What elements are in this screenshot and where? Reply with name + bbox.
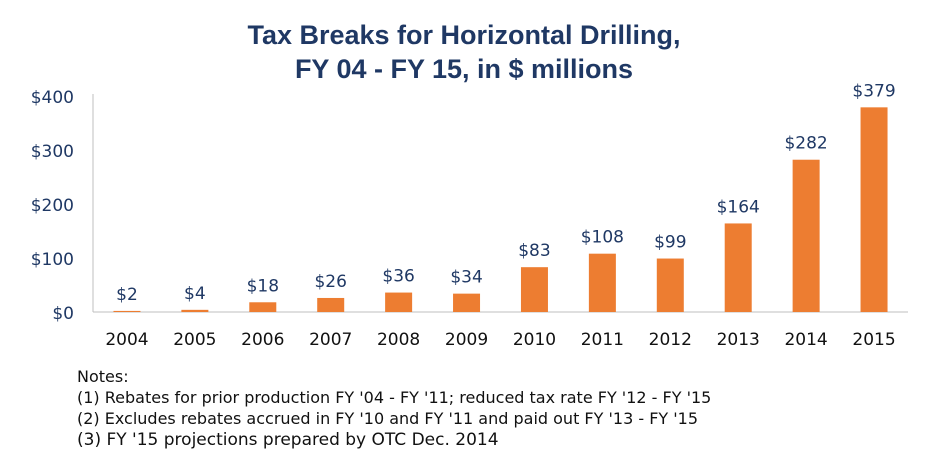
data-label: $379 [852, 81, 895, 101]
bar [317, 297, 345, 312]
data-label: $4 [184, 284, 206, 304]
bar [249, 302, 277, 312]
x-tick-label: 2008 [377, 330, 420, 350]
chart-subtitle: FY 04 - FY 15, in $ millions [294, 54, 634, 84]
y-tick-label: $400 [31, 88, 74, 108]
y-tick-label: $300 [31, 142, 74, 162]
x-tick-label: 2006 [241, 330, 284, 350]
bar [588, 253, 616, 312]
bar [792, 159, 820, 312]
x-tick-label: 2011 [581, 330, 624, 350]
data-label: $34 [450, 268, 482, 288]
x-tick-label: 2004 [105, 330, 148, 350]
bar [656, 258, 684, 312]
y-tick-label: $100 [31, 250, 74, 270]
data-label: $2 [116, 285, 138, 305]
x-tick-label: 2009 [445, 330, 488, 350]
x-tick-label: 2014 [784, 330, 827, 350]
note-1: (1) Rebates for prior production FY '04 … [77, 388, 712, 407]
x-tick-label: 2013 [717, 330, 760, 350]
x-tick-label: 2015 [852, 330, 895, 350]
data-label: $108 [581, 228, 624, 248]
x-tick-label: 2005 [173, 330, 216, 350]
data-label: $36 [382, 267, 414, 287]
y-tick-label: $200 [31, 196, 74, 216]
notes-heading: Notes: [77, 367, 129, 386]
data-label: $282 [784, 134, 827, 154]
x-tick-label: 2012 [649, 330, 692, 350]
x-tick-label: 2010 [513, 330, 556, 350]
bar [181, 309, 209, 312]
bar [453, 293, 481, 312]
note-3: (3) FY '15 projections prepared by OTC D… [77, 430, 499, 450]
note-2: (2) Excludes rebates accrued in FY '10 a… [77, 409, 699, 428]
bar [860, 107, 888, 312]
data-label: $99 [654, 233, 686, 253]
y-tick-label: $0 [52, 304, 74, 324]
data-label: $26 [314, 272, 346, 292]
bar [520, 267, 548, 312]
chart-title: Tax Breaks for Horizontal Drilling, [247, 20, 681, 50]
bar [385, 292, 413, 312]
data-label: $18 [247, 276, 279, 296]
data-label: $164 [717, 197, 760, 217]
bar [724, 223, 752, 312]
x-tick-label: 2007 [309, 330, 352, 350]
data-label: $83 [518, 241, 550, 261]
bar [113, 310, 141, 312]
